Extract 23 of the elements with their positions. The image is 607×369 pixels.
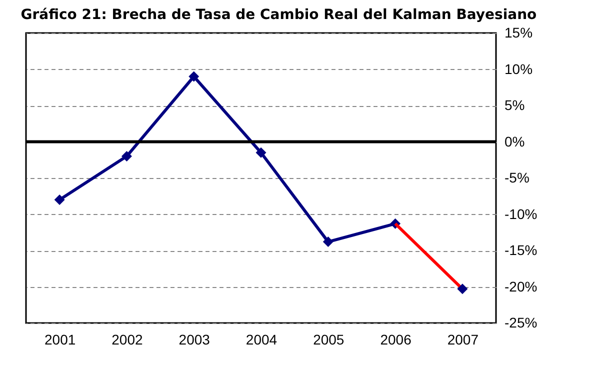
- y-tick-label: -10%: [504, 206, 538, 222]
- y-tick-label: -5%: [504, 170, 530, 186]
- x-tick-label: 2001: [44, 332, 76, 348]
- point: [188, 71, 200, 82]
- point: [54, 194, 65, 205]
- x-tick-label: 2005: [313, 332, 344, 348]
- point: [121, 151, 132, 162]
- y-tick-label: -25%: [504, 314, 538, 330]
- y-tick-label: -20%: [504, 278, 538, 294]
- point: [322, 236, 334, 248]
- chart-title: Gráfico 21: Brecha de Tasa de Cambio Real del Kalman Bayesiano: [20, 7, 538, 23]
- y-tick-label: 10%: [504, 60, 533, 77]
- y-tick-label: -15%: [504, 242, 538, 258]
- point: [256, 147, 266, 158]
- x-tick-label: 2003: [178, 332, 210, 348]
- x-tick-label: 2007: [447, 332, 479, 348]
- y-tick-label: 15%: [504, 24, 533, 40]
- y-tick-label: 5%: [504, 97, 525, 113]
- point: [457, 284, 468, 294]
- x-tick-label: 2006: [380, 332, 412, 348]
- x-tick-label: 2002: [112, 332, 143, 348]
- x-tick-label: 2004: [246, 332, 278, 348]
- y-tick-label: 0%: [504, 133, 525, 150]
